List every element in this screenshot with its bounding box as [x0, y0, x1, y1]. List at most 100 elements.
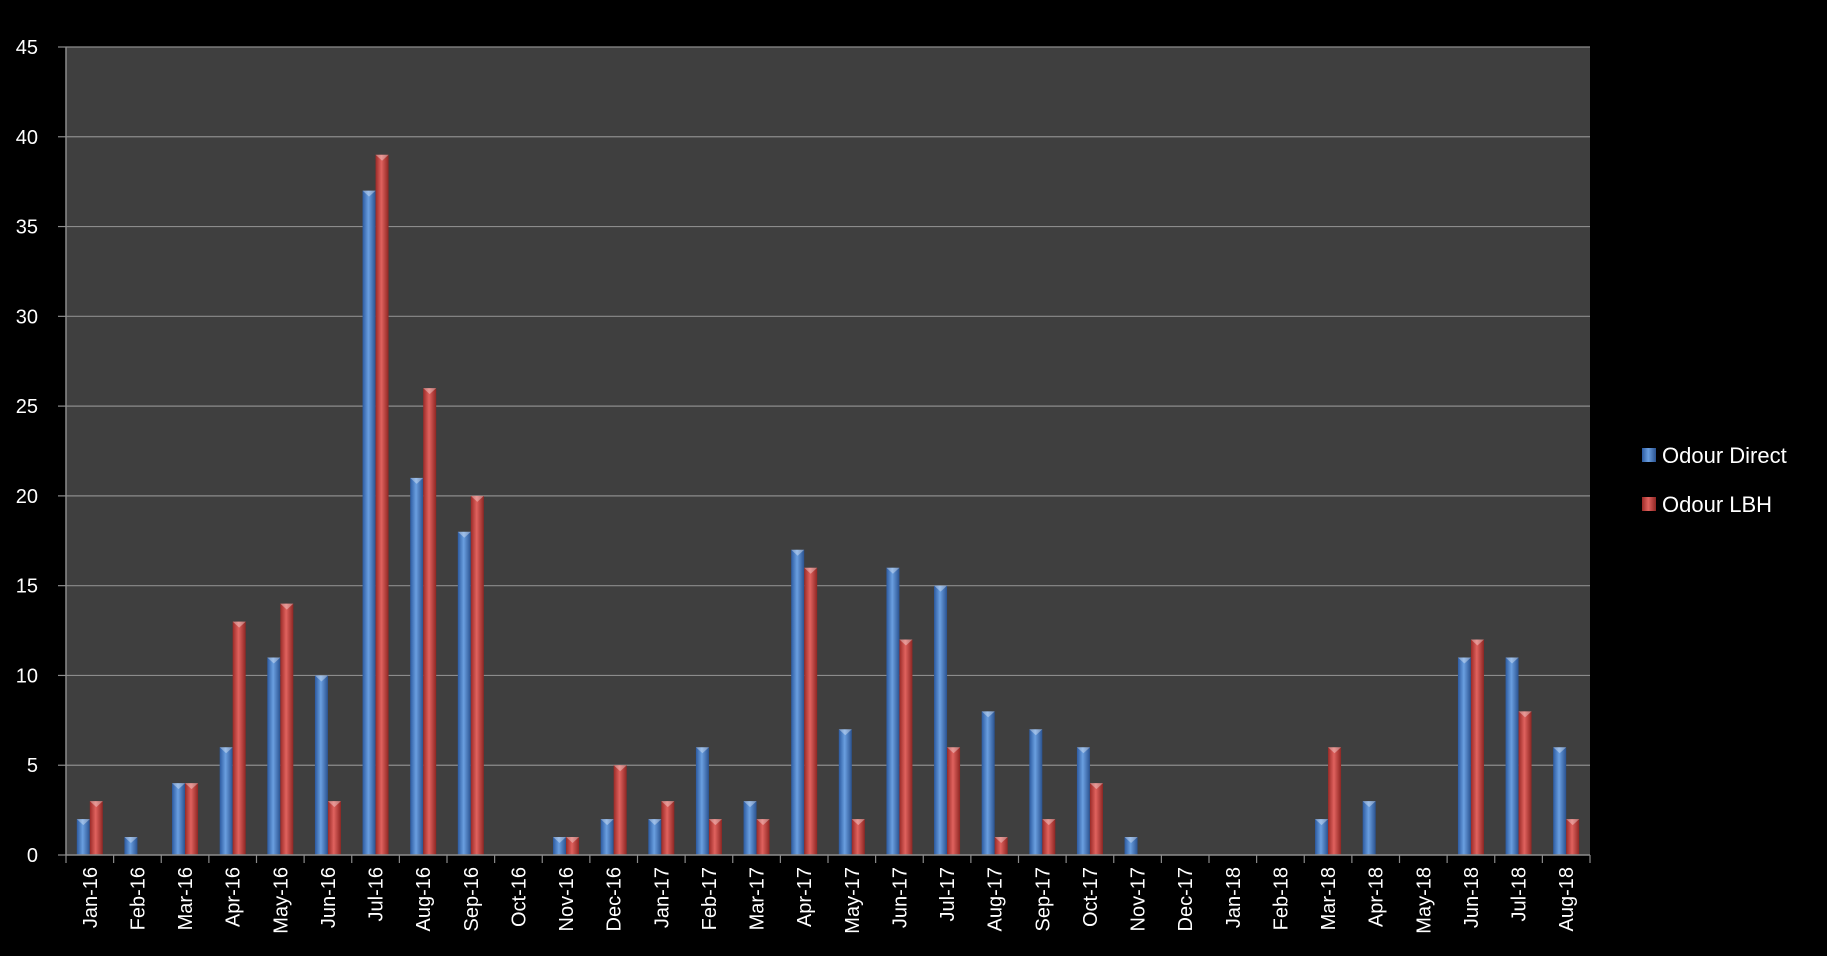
x-tick-label: Oct-17 [1080, 867, 1102, 927]
bar-cap-odour-lbh [1089, 783, 1103, 790]
legend-label-odour-lbh: Odour LBH [1662, 492, 1772, 517]
bar-odour-lbh [1042, 819, 1056, 855]
bar-cap-odour-direct [457, 531, 471, 538]
bar-cap-odour-lbh [280, 603, 294, 610]
bar-odour-lbh [89, 801, 103, 855]
legend-swatch-odour-direct [1642, 448, 1656, 462]
y-tick-label: 0 [27, 845, 38, 867]
bar-odour-lbh [613, 765, 627, 855]
bar-odour-direct [1505, 657, 1519, 855]
bar-cap-odour-direct [1076, 747, 1090, 754]
bar-cap-odour-direct [124, 837, 138, 844]
bar-odour-lbh [994, 837, 1008, 855]
bar-odour-direct [695, 747, 709, 855]
x-tick-label: Apr-18 [1366, 867, 1388, 927]
x-tick-label: Mar-16 [175, 867, 197, 930]
x-tick-label: Jun-16 [318, 867, 340, 928]
y-tick-label: 45 [16, 37, 38, 59]
x-tick-label: Dec-17 [1175, 867, 1197, 931]
bar-odour-lbh [1089, 783, 1103, 855]
y-tick-label: 35 [16, 217, 38, 239]
bars [76, 154, 1580, 856]
bar-odour-lbh [375, 154, 389, 855]
bar-cap-odour-direct [1553, 747, 1567, 754]
bar-cap-odour-direct [886, 567, 900, 574]
y-tick-label: 15 [16, 576, 38, 598]
bar-odour-direct [1553, 747, 1567, 855]
x-tick-label: Jan-18 [1223, 867, 1245, 928]
y-tick-label: 20 [16, 486, 38, 508]
bar-cap-odour-lbh [423, 388, 437, 395]
bar-cap-odour-direct [314, 675, 328, 682]
bar-cap-odour-direct [695, 747, 709, 754]
bar-cap-odour-direct [553, 837, 567, 844]
x-tick-label: Aug-18 [1556, 867, 1578, 932]
bar-cap-odour-lbh [185, 783, 199, 790]
legend-label-odour-direct: Odour Direct [1662, 443, 1787, 468]
bar-cap-odour-lbh [1328, 747, 1342, 754]
legend-item-odour-direct: Odour Direct [1642, 443, 1787, 468]
x-tick-label: Feb-18 [1270, 867, 1292, 930]
legend-item-odour-lbh: Odour LBH [1642, 492, 1772, 517]
bar-cap-odour-lbh [1042, 819, 1056, 826]
bar-odour-direct [1124, 837, 1138, 855]
bar-cap-odour-lbh [899, 639, 913, 646]
bar-odour-direct [219, 747, 233, 855]
bar-cap-odour-lbh [1566, 819, 1580, 826]
y-tick-labels: 0 5 10 15 20 25 30 35 40 45 [16, 37, 66, 867]
x-tick-label: Nov-16 [556, 867, 578, 931]
bar-odour-direct [124, 837, 138, 855]
bar-odour-direct [267, 657, 281, 855]
bar-cap-odour-lbh [375, 154, 389, 161]
bar-cap-odour-lbh [89, 801, 103, 808]
bar-cap-odour-lbh [232, 621, 246, 628]
bar-odour-lbh [280, 603, 294, 855]
x-tick-label: Feb-16 [127, 867, 149, 930]
bar-odour-lbh [185, 783, 199, 855]
bar-odour-lbh [851, 819, 865, 855]
bar-odour-direct [76, 819, 90, 855]
bar-odour-direct [600, 819, 614, 855]
y-tick-label: 30 [16, 306, 38, 328]
x-tick-label: Oct-16 [508, 867, 530, 927]
bar-cap-odour-direct [791, 549, 805, 556]
bar-cap-odour-direct [1362, 801, 1376, 808]
bar-odour-lbh [899, 639, 913, 855]
y-tick-label: 10 [16, 665, 38, 687]
bar-cap-odour-lbh [804, 567, 818, 574]
bar-odour-lbh [327, 801, 341, 855]
x-tick-label: Apr-17 [794, 867, 816, 927]
x-tick-label: Sep-16 [461, 867, 483, 932]
x-tick-label: Aug-17 [985, 867, 1007, 932]
x-tick-label: Feb-17 [699, 867, 721, 930]
bar-cap-odour-direct [981, 711, 995, 718]
bar-odour-lbh [661, 801, 675, 855]
x-tick-label: Jun-17 [889, 867, 911, 928]
bar-odour-direct [553, 837, 567, 855]
bar-odour-lbh [1518, 711, 1532, 855]
bar-odour-direct [172, 783, 186, 855]
x-tick-label: May-18 [1413, 867, 1435, 934]
x-tick-label: Nov-17 [1128, 867, 1150, 931]
bar-cap-odour-direct [648, 819, 662, 826]
x-tick-label: Dec-16 [604, 867, 626, 931]
x-tick-label: Jun-18 [1461, 867, 1483, 928]
bar-odour-direct [838, 729, 852, 855]
y-tick-label: 40 [16, 127, 38, 149]
bar-cap-odour-direct [219, 747, 233, 754]
bar-odour-direct [362, 190, 376, 856]
bar-cap-odour-lbh [947, 747, 961, 754]
bar-odour-direct [791, 549, 805, 855]
bar-odour-lbh [566, 837, 580, 855]
bar-odour-direct [934, 585, 948, 855]
bar-odour-direct [1457, 657, 1471, 855]
bar-cap-odour-direct [1315, 819, 1329, 826]
bar-cap-odour-direct [1457, 657, 1471, 664]
bar-odour-direct [743, 801, 757, 855]
x-tick-label: Jan-17 [651, 867, 673, 928]
bar-cap-odour-lbh [613, 765, 627, 772]
bar-odour-lbh [1328, 747, 1342, 855]
bar-odour-lbh [423, 388, 437, 855]
